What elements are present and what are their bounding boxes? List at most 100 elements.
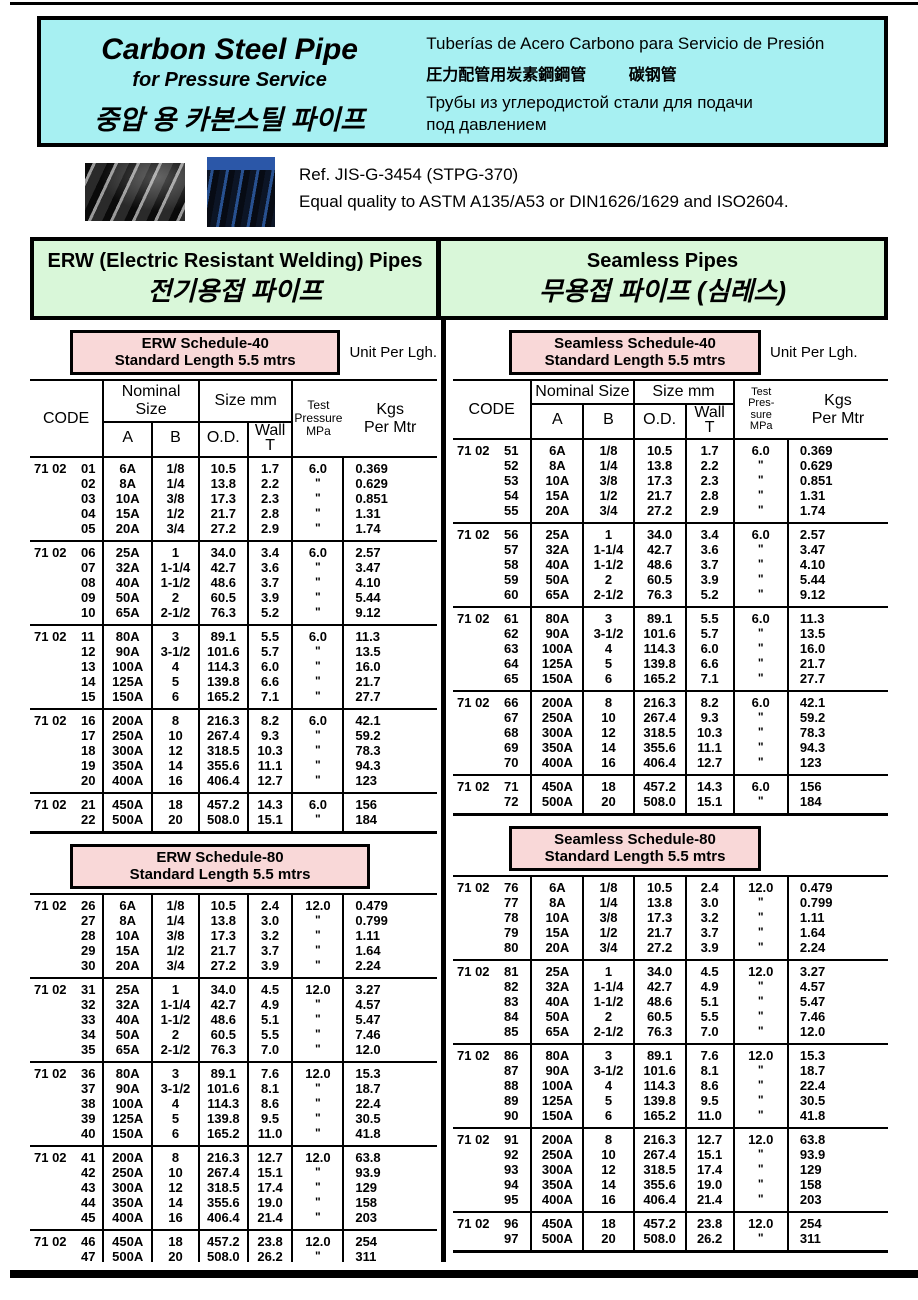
code-number: 65 bbox=[504, 671, 519, 686]
cell-od: 101.6 bbox=[197, 1081, 248, 1096]
table-row: 64 125A 5 139.8 6.6 " 21.7 bbox=[453, 656, 888, 671]
table-row: 77 8A 1/4 13.8 3.0 " 0.799 bbox=[453, 895, 888, 910]
cell-od: 165.2 bbox=[632, 671, 686, 691]
cell-nominal-b: 2-1/2 bbox=[582, 1024, 634, 1044]
cell-wall-t: 7.1 bbox=[684, 671, 734, 691]
cell-code: 17 bbox=[30, 728, 103, 743]
cell-test-pressure: " bbox=[291, 560, 344, 575]
cell-kgs-per-mtr: 0.479 bbox=[786, 876, 888, 895]
cell-test-pressure: " bbox=[732, 925, 788, 940]
cell-wall-t: 5.7 bbox=[684, 626, 734, 641]
cell-test-pressure: " bbox=[291, 644, 344, 659]
cell-test-pressure: " bbox=[291, 1096, 344, 1111]
cell-kgs-per-mtr: 129 bbox=[342, 1180, 437, 1195]
pipe-size-table: 71 02 26 6A 1/8 10.5 2.4 12.0 0.479 27 8A 1/4 13.8 3… bbox=[30, 893, 437, 1262]
code-number: 44 bbox=[81, 1195, 96, 1210]
table-row: 71 02 91 200A 8 216.3 12.7 12.0 63.8 bbox=[453, 1128, 888, 1147]
cell-code: 45 bbox=[30, 1210, 103, 1230]
code-prefix: 71 02 bbox=[457, 611, 490, 626]
cell-od: 139.8 bbox=[632, 1093, 686, 1108]
cell-od: 101.6 bbox=[197, 644, 248, 659]
column-header-kgs-per-mtr: Kgs Per Mtr bbox=[787, 380, 888, 440]
cell-test-pressure: " bbox=[291, 689, 344, 709]
code-prefix: 71 02 bbox=[457, 1216, 490, 1231]
table-row: 68 300A 12 318.5 10.3 " 78.3 bbox=[453, 725, 888, 740]
cell-od: 10.5 bbox=[632, 876, 686, 895]
cell-wall-t: 12.7 bbox=[684, 755, 734, 775]
cell-wall-t: 3.2 bbox=[684, 910, 734, 925]
cell-kgs-per-mtr: 123 bbox=[342, 773, 437, 793]
cell-od: 48.6 bbox=[197, 575, 248, 590]
pipe-photo-bundled bbox=[207, 157, 275, 227]
cell-nominal-a: 15A bbox=[530, 925, 584, 940]
cell-code: 93 bbox=[453, 1162, 531, 1177]
table-row: 43 300A 12 318.5 17.4 " 129 bbox=[30, 1180, 437, 1195]
seamless-column: Seamless Schedule-40 Standard Length 5.5 … bbox=[441, 320, 888, 1262]
cell-od: 508.0 bbox=[632, 1231, 686, 1252]
table-row: 12 90A 3-1/2 101.6 5.7 " 13.5 bbox=[30, 644, 437, 659]
cell-kgs-per-mtr: 129 bbox=[786, 1162, 888, 1177]
code-number: 79 bbox=[504, 925, 519, 940]
code-prefix: 71 02 bbox=[34, 713, 67, 728]
cell-wall-t: 4.9 bbox=[684, 979, 734, 994]
cell-od: 60.5 bbox=[632, 1009, 686, 1024]
cell-kgs-per-mtr: 3.47 bbox=[786, 542, 888, 557]
cell-wall-t: 4.5 bbox=[684, 960, 734, 979]
code-number: 60 bbox=[504, 587, 519, 602]
cell-nominal-a: 250A bbox=[530, 1147, 584, 1162]
cell-nominal-b: 3/4 bbox=[582, 503, 634, 523]
cell-od: 13.8 bbox=[632, 895, 686, 910]
cell-wall-t: 2.2 bbox=[684, 458, 734, 473]
cell-wall-t: 7.6 bbox=[684, 1044, 734, 1063]
cell-nominal-b: 3/4 bbox=[151, 958, 199, 978]
erw-column: ERW Schedule-40 Standard Length 5.5 mtrs U… bbox=[30, 320, 441, 1262]
cell-code: 97 bbox=[453, 1231, 531, 1252]
table-header: CODE Nominal Size Size mm Test Pres- sure M… bbox=[453, 380, 888, 440]
column-header-wall-t: Wall T bbox=[684, 404, 734, 440]
cell-wall-t: 3.9 bbox=[684, 572, 734, 587]
cell-test-pressure: 6.0 bbox=[732, 439, 788, 458]
table-row: 27 8A 1/4 13.8 3.0 " 0.799 bbox=[30, 913, 437, 928]
cell-od: 457.2 bbox=[197, 1230, 248, 1249]
cell-nominal-b: 1/4 bbox=[151, 476, 199, 491]
table-row: 37 90A 3-1/2 101.6 8.1 " 18.7 bbox=[30, 1081, 437, 1096]
cell-kgs-per-mtr: 63.8 bbox=[786, 1128, 888, 1147]
cell-wall-t: 4.9 bbox=[246, 997, 293, 1012]
table-row: 62 90A 3-1/2 101.6 5.7 " 13.5 bbox=[453, 626, 888, 641]
section-banners: ERW (Electric Resistant Welding) Pipes 전… bbox=[30, 237, 888, 320]
schedule-banner: Seamless Schedule-80 Standard Length 5.5 … bbox=[509, 826, 761, 871]
column-header-od: O.D. bbox=[632, 404, 686, 440]
cell-code: 08 bbox=[30, 575, 103, 590]
table-subheader-row: A B O.D. Wall T bbox=[453, 404, 888, 440]
cell-code: 55 bbox=[453, 503, 531, 523]
cell-test-pressure: " bbox=[291, 728, 344, 743]
cell-kgs-per-mtr: 2.57 bbox=[786, 523, 888, 542]
cell-code: 07 bbox=[30, 560, 103, 575]
table-row: 83 40A 1-1/2 48.6 5.1 " 5.47 bbox=[453, 994, 888, 1009]
cell-nominal-a: 200A bbox=[530, 691, 584, 710]
cell-od: 34.0 bbox=[197, 541, 248, 560]
cell-od: 508.0 bbox=[197, 1249, 248, 1262]
table-row: 10 65A 2-1/2 76.3 5.2 " 9.12 bbox=[30, 605, 437, 625]
cell-test-pressure: " bbox=[291, 1210, 344, 1230]
cell-code: 68 bbox=[453, 725, 531, 740]
cell-nominal-b: 5 bbox=[151, 674, 199, 689]
cell-test-pressure: " bbox=[732, 641, 788, 656]
cell-test-pressure: " bbox=[732, 503, 788, 523]
cell-nominal-b: 14 bbox=[151, 1195, 199, 1210]
table-header: CODE Nominal Size Size mm Test Pressure MPa… bbox=[30, 380, 437, 458]
table-row: 88 100A 4 114.3 8.6 " 22.4 bbox=[453, 1078, 888, 1093]
cell-wall-t: 3.6 bbox=[246, 560, 293, 575]
code-number: 18 bbox=[81, 743, 96, 758]
table-row: 67 250A 10 267.4 9.3 " 59.2 bbox=[453, 710, 888, 725]
cell-od: 17.3 bbox=[632, 473, 686, 488]
cell-kgs-per-mtr: 15.3 bbox=[786, 1044, 888, 1063]
table-row: 69 350A 14 355.6 11.1 " 94.3 bbox=[453, 740, 888, 755]
code-number: 38 bbox=[81, 1096, 96, 1111]
cell-nominal-b: 2 bbox=[151, 1027, 199, 1042]
cell-code: 69 bbox=[453, 740, 531, 755]
cell-nominal-b: 8 bbox=[151, 709, 199, 728]
table-row: 44 350A 14 355.6 19.0 " 158 bbox=[30, 1195, 437, 1210]
column-header-code: CODE bbox=[30, 380, 104, 458]
table-row: 54 15A 1/2 21.7 2.8 " 1.31 bbox=[453, 488, 888, 503]
